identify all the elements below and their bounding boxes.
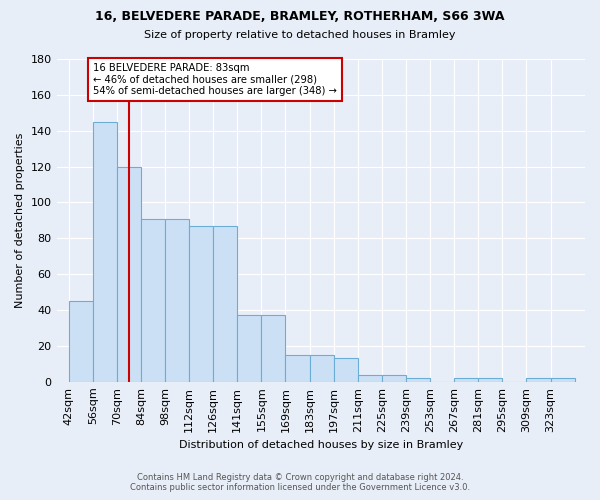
Bar [213, 226, 237, 382]
Bar [117, 166, 141, 382]
Bar [165, 218, 189, 382]
Text: Size of property relative to detached houses in Bramley: Size of property relative to detached ho… [144, 30, 456, 40]
Bar [237, 316, 262, 382]
Bar [68, 301, 92, 382]
Bar [454, 378, 478, 382]
Bar [92, 122, 117, 382]
Bar [406, 378, 430, 382]
Bar [141, 218, 165, 382]
Bar [358, 374, 382, 382]
Text: 16, BELVEDERE PARADE, BRAMLEY, ROTHERHAM, S66 3WA: 16, BELVEDERE PARADE, BRAMLEY, ROTHERHAM… [95, 10, 505, 23]
Bar [189, 226, 213, 382]
Bar [262, 316, 286, 382]
Y-axis label: Number of detached properties: Number of detached properties [15, 132, 25, 308]
Bar [478, 378, 502, 382]
Text: 16 BELVEDERE PARADE: 83sqm
← 46% of detached houses are smaller (298)
54% of sem: 16 BELVEDERE PARADE: 83sqm ← 46% of deta… [92, 62, 337, 96]
Bar [286, 355, 310, 382]
Bar [382, 374, 406, 382]
Bar [551, 378, 575, 382]
Bar [526, 378, 551, 382]
X-axis label: Distribution of detached houses by size in Bramley: Distribution of detached houses by size … [179, 440, 463, 450]
Bar [334, 358, 358, 382]
Bar [310, 355, 334, 382]
Text: Contains HM Land Registry data © Crown copyright and database right 2024.
Contai: Contains HM Land Registry data © Crown c… [130, 473, 470, 492]
